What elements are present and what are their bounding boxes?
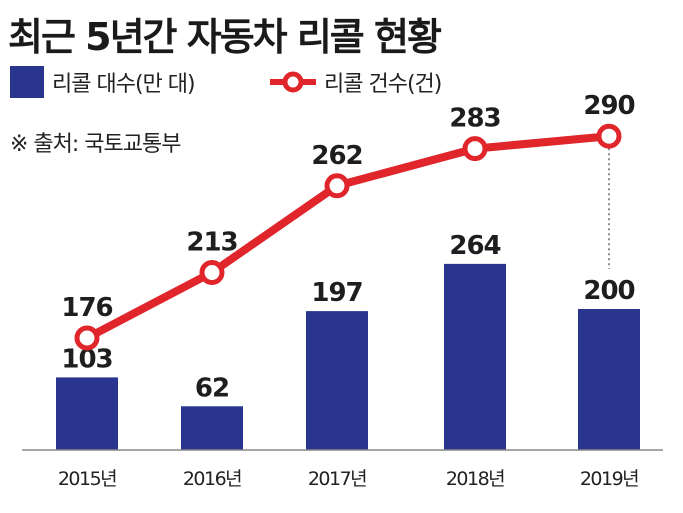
x-tick-label: 2018년 bbox=[446, 468, 504, 490]
x-tick-label: 2015년 bbox=[58, 468, 116, 490]
line-point-2016년 bbox=[199, 260, 225, 286]
line-value-label: 213 bbox=[186, 228, 237, 258]
legend-item-line: 리콜 건수(건) bbox=[268, 66, 442, 98]
line-point-2018년 bbox=[462, 136, 488, 162]
line-point-2015년 bbox=[74, 325, 100, 351]
line-point-2017년 bbox=[324, 173, 350, 199]
line-point-2019년 bbox=[596, 123, 622, 149]
bar-value-label: 200 bbox=[583, 276, 634, 306]
legend-bar-swatch bbox=[10, 66, 44, 98]
x-tick-label: 2016년 bbox=[183, 468, 241, 490]
bar-2019년 bbox=[578, 309, 640, 450]
bar-value-label: 197 bbox=[311, 278, 362, 308]
bar-value-label: 62 bbox=[195, 373, 229, 403]
legend-item-bar: 리콜 대수(만 대) bbox=[10, 66, 196, 98]
line-value-label: 176 bbox=[61, 293, 112, 323]
line-value-label: 290 bbox=[583, 91, 634, 121]
bar-2018년 bbox=[444, 263, 506, 450]
line-value-label: 283 bbox=[449, 104, 500, 134]
x-tick-label: 2019년 bbox=[580, 468, 638, 490]
source-note: ※ 출처: 국토교통부 bbox=[10, 132, 182, 157]
bar-2016년 bbox=[181, 406, 243, 450]
chart-title: 최근 5년간 자동차 리콜 현황 bbox=[8, 15, 442, 59]
bar-2017년 bbox=[306, 311, 368, 450]
legend-line-swatch bbox=[270, 71, 316, 93]
legend-line-label: 리콜 건수(건) bbox=[324, 72, 442, 97]
x-tick-label: 2017년 bbox=[308, 468, 366, 490]
line-value-label: 262 bbox=[311, 141, 362, 171]
bar-2015년 bbox=[56, 377, 118, 450]
bar-value-label: 264 bbox=[449, 231, 500, 261]
legend-bar-label: 리콜 대수(만 대) bbox=[52, 72, 196, 97]
